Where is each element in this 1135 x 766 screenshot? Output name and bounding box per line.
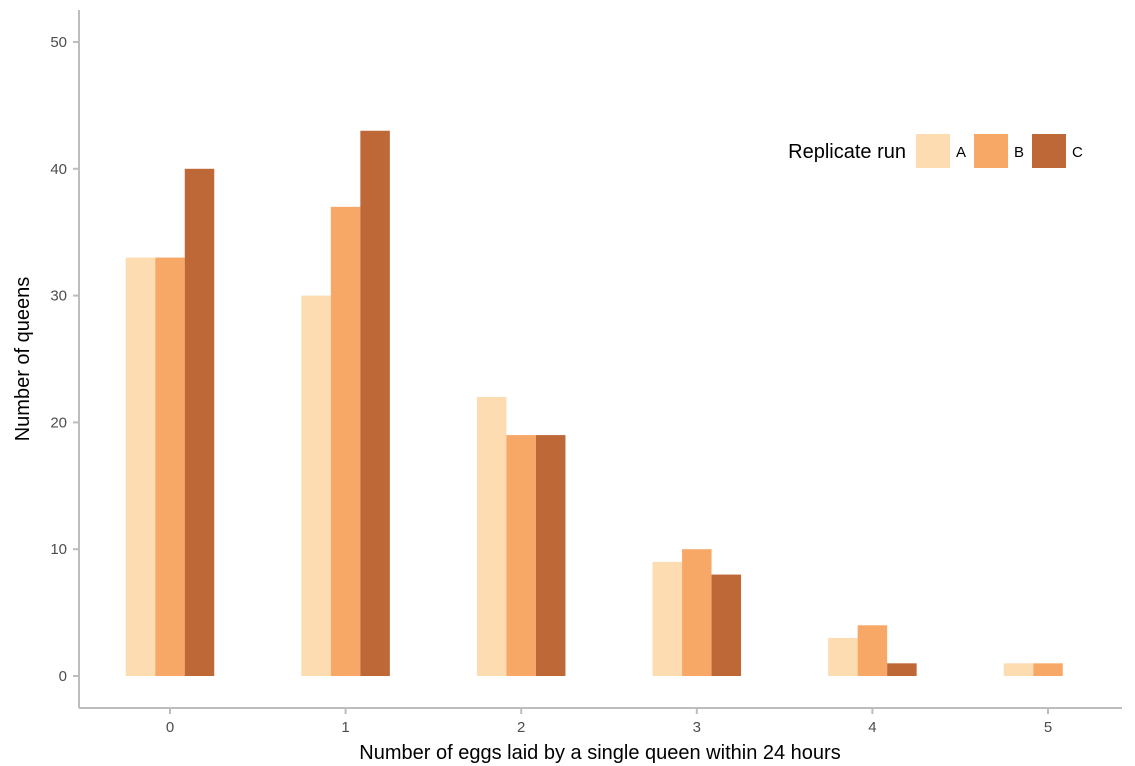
x-tick-label: 0 [166,719,174,736]
x-axis-title: Number of eggs laid by a single queen wi… [359,742,840,764]
bar-b-3 [682,549,712,676]
bar-a-3 [652,561,683,676]
legend-label-c: C [1072,144,1083,161]
y-axis-title: Number of queens [12,277,34,442]
bar-a-0 [125,257,156,676]
bar-c-1 [360,130,390,676]
x-tick-label: 2 [517,719,525,736]
y-tick-label: 20 [50,414,67,431]
bars [125,130,1063,677]
bar-b-2 [506,435,536,676]
y-tick-label: 0 [59,668,67,685]
y-axis-ticks: 0 10 20 30 40 50 [50,34,79,685]
bar-a-1 [301,295,331,676]
legend-key-b [974,134,1008,168]
x-axis-ticks: 0 1 2 3 4 5 [166,708,1052,736]
legend-title: Replicate run [788,141,906,163]
bar-b-1 [330,206,361,676]
legend-key-c [1032,134,1066,168]
bar-b-0 [155,257,185,676]
bar-c-4 [887,663,917,676]
y-tick-label: 30 [50,288,67,305]
y-tick-label: 40 [50,161,67,178]
x-tick-label: 5 [1044,719,1052,736]
bar-a-2 [476,397,507,676]
bar-c-3 [711,574,742,676]
bar-b-4 [857,625,888,676]
bar-b-5 [1033,663,1063,676]
bar-a-4 [828,637,858,676]
bar-c-0 [184,168,215,677]
y-tick-label: 50 [50,34,67,51]
legend-label-a: A [956,144,966,161]
y-tick-label: 10 [50,541,67,558]
bar-a-5 [1003,663,1034,676]
bar-c-2 [535,435,566,676]
x-tick-label: 4 [868,719,876,736]
legend-key-a [916,134,950,168]
legend: Replicate run A B C [788,134,1083,168]
x-tick-label: 3 [693,719,701,736]
x-tick-label: 1 [341,719,349,736]
legend-label-b: B [1014,144,1024,161]
